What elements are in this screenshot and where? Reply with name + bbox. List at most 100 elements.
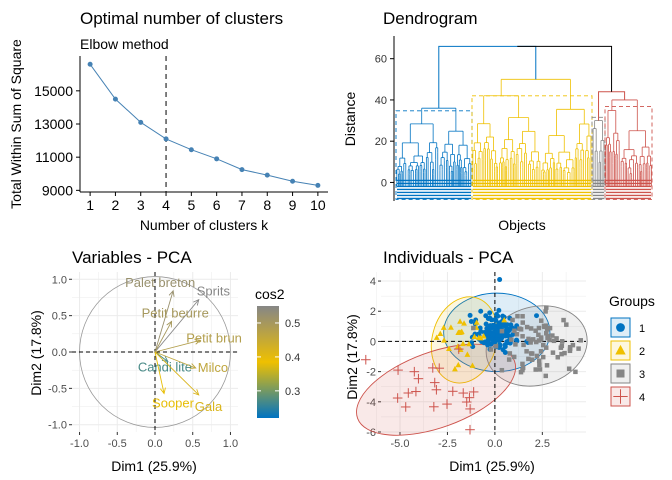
indpca-point	[392, 393, 403, 403]
indpca-point	[497, 277, 503, 283]
varpca-variable-label: Candi lite	[138, 359, 192, 374]
indpca-point	[496, 322, 502, 328]
indpca-point	[477, 334, 484, 341]
indpca-legend-marker	[613, 389, 628, 404]
indpca-point	[461, 320, 467, 326]
indpca-points-group-4	[360, 344, 479, 435]
indpca-point	[538, 335, 544, 340]
indpca-point	[455, 361, 462, 368]
elbow-x-tick-label: 4	[162, 197, 170, 213]
indpca-point	[517, 326, 522, 331]
varpca-arrowhead	[192, 389, 200, 396]
indpca-point	[508, 322, 514, 328]
varpca-arrow	[154, 351, 196, 369]
varpca-arrowhead	[159, 387, 166, 395]
indpca-point	[440, 324, 447, 330]
elbow-x-tick-label: 6	[213, 197, 221, 213]
indpca-point	[431, 384, 442, 395]
elbow-point	[264, 172, 270, 178]
indpca-point	[538, 318, 544, 323]
indpca-point	[524, 324, 530, 330]
indpca-point	[491, 339, 497, 345]
indpca-y-tick-label: -2	[366, 367, 376, 379]
elbow-x-tick-label: 1	[86, 197, 94, 213]
elbow-subtitle: Elbow method	[80, 36, 169, 52]
indpca-point	[545, 335, 550, 341]
indpca-point	[534, 313, 540, 319]
indpca-point	[536, 332, 541, 338]
indpca-point	[487, 310, 493, 316]
indpca-point	[537, 362, 542, 368]
varpca-arrowhead	[189, 363, 197, 369]
indpca-point	[446, 345, 452, 352]
indpca-point	[495, 337, 501, 343]
elbow-y-tick-label: 9000	[42, 182, 73, 198]
indpca-point	[471, 325, 476, 331]
varpca-arrowhead	[168, 289, 175, 297]
indpca-point	[550, 350, 556, 355]
indpca-point	[509, 337, 514, 342]
elbow-point	[163, 136, 169, 142]
elbow-x-tick-label: 8	[263, 197, 271, 213]
indpca-point	[478, 308, 484, 314]
dendro-y-tick-label: 40	[375, 95, 387, 107]
indpca-y-tick-label: -4	[366, 397, 376, 409]
varpca-xlabel: Dim1 (25.9%)	[111, 458, 197, 474]
indpca-point	[495, 313, 501, 319]
indpca-point	[559, 339, 565, 344]
indpca-point	[573, 369, 578, 375]
indpca-point	[511, 354, 517, 360]
dendro-join-12	[438, 45, 537, 109]
indpca-point	[442, 399, 452, 409]
indpca-point	[499, 328, 505, 334]
dendro-cluster-box	[471, 95, 593, 200]
indpca-points-group-3	[471, 305, 583, 379]
elbow-x-tick-label: 10	[310, 197, 326, 213]
indpca-point	[578, 338, 583, 343]
indpca-point	[499, 367, 505, 373]
varpca-arrow	[154, 339, 201, 353]
varpca-x-tick-label: 1.0	[223, 438, 238, 450]
varpca-colorbar-label: 0.4	[285, 352, 300, 364]
indpca-point	[526, 356, 531, 362]
indpca-point	[496, 307, 502, 313]
dendro-cluster-box	[591, 116, 606, 200]
indpca-point	[455, 343, 461, 349]
indpca-point	[500, 347, 506, 353]
indpca-y-tick-label: 0	[370, 336, 376, 348]
elbow-point	[315, 182, 321, 188]
indpca-point	[429, 401, 439, 412]
indpca-point	[566, 366, 572, 371]
indpca-point	[537, 367, 543, 372]
indpca-point	[483, 313, 489, 319]
varpca-y-tick-label: 0.0	[52, 347, 67, 359]
indpca-xlabel: Dim1 (25.9%)	[449, 458, 535, 474]
indpca-point	[506, 357, 512, 362]
indpca-point	[488, 347, 494, 352]
indpca-point	[526, 336, 531, 342]
varpca-arrow	[154, 351, 165, 394]
indpca-point	[536, 338, 542, 343]
varpca-arrowhead	[193, 298, 200, 306]
indpca-legend-label: 1	[639, 323, 645, 335]
indpca-point	[529, 351, 535, 356]
indpca-point	[541, 342, 546, 348]
indpca-point	[501, 316, 508, 323]
indpca-point	[510, 317, 515, 323]
varpca-y-tick-label: -0.5	[48, 383, 67, 395]
indpca-point	[529, 357, 535, 362]
varpca-y-tick-label: 0.5	[52, 311, 67, 323]
indpca-y-tick-label: 4	[370, 276, 376, 288]
indpca-point	[413, 373, 424, 384]
indpca-point	[493, 344, 499, 349]
elbow-point	[214, 156, 220, 162]
indpca-point	[564, 322, 569, 327]
indpca-point	[550, 333, 555, 338]
varpca-colorbar-label: 0.3	[285, 386, 300, 398]
varpca-arrow	[154, 290, 174, 353]
elbow-y-tick-label: 13000	[34, 116, 73, 132]
indpca-point	[518, 369, 524, 375]
dendro-xlabel: Objects	[498, 217, 545, 233]
indpca-point	[528, 340, 533, 345]
indpca-point	[480, 333, 487, 339]
